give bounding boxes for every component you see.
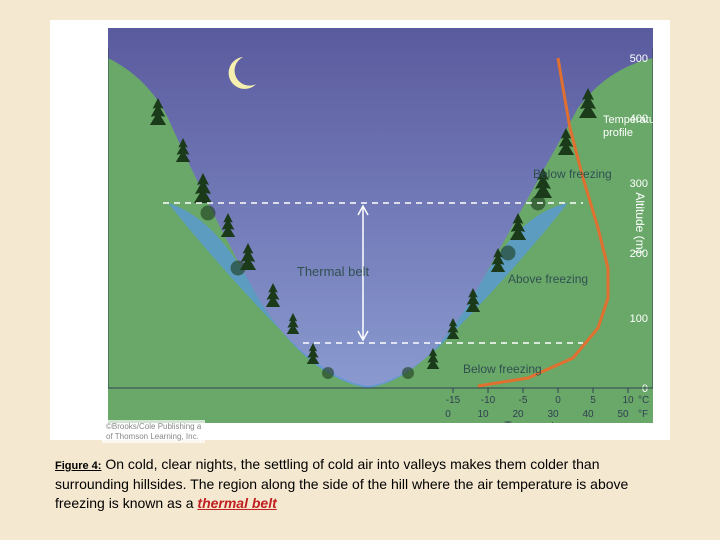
- svg-text:-15: -15: [446, 395, 461, 406]
- svg-text:Thermal belt: Thermal belt: [297, 264, 370, 279]
- svg-text:-10: -10: [481, 395, 496, 406]
- svg-text:°F: °F: [638, 409, 648, 420]
- svg-text:-5: -5: [519, 395, 528, 406]
- caption-text: On cold, clear nights, the settling of c…: [55, 456, 628, 511]
- svg-text:Altitude (m): Altitude (m): [633, 192, 647, 253]
- svg-text:0: 0: [642, 383, 648, 395]
- figure-number: Figure 4:: [55, 460, 101, 472]
- svg-text:300: 300: [630, 178, 648, 190]
- watermark-line2: of Thomson Learning, Inc.: [106, 432, 201, 442]
- svg-text:°C: °C: [638, 395, 649, 406]
- thermal-belt-diagram: 050010001500Altitude (ft) 01002003004005…: [108, 28, 653, 423]
- svg-text:100: 100: [630, 313, 648, 325]
- svg-text:0: 0: [445, 409, 451, 420]
- svg-text:Temperature: Temperature: [504, 419, 572, 423]
- caption-term: thermal belt: [197, 495, 276, 511]
- svg-text:Above freezing: Above freezing: [508, 272, 588, 286]
- watermark: ©Brooks/Cole Publishing a of Thomson Lea…: [102, 420, 205, 443]
- figure-container: 050010001500Altitude (ft) 01002003004005…: [50, 20, 670, 440]
- svg-text:500: 500: [630, 53, 648, 65]
- svg-text:5: 5: [590, 395, 596, 406]
- svg-text:Below freezing: Below freezing: [463, 362, 542, 376]
- svg-text:profile: profile: [603, 127, 633, 139]
- svg-text:0: 0: [555, 395, 561, 406]
- watermark-line1: ©Brooks/Cole Publishing a: [106, 422, 201, 432]
- svg-text:40: 40: [582, 409, 594, 420]
- svg-text:50: 50: [617, 409, 629, 420]
- label-temperature-profile: Temperature: [603, 114, 653, 126]
- svg-text:10: 10: [622, 395, 634, 406]
- figure-caption: Figure 4: On cold, clear nights, the set…: [55, 455, 665, 514]
- svg-text:10: 10: [477, 409, 489, 420]
- svg-text:Below freezing: Below freezing: [533, 167, 612, 181]
